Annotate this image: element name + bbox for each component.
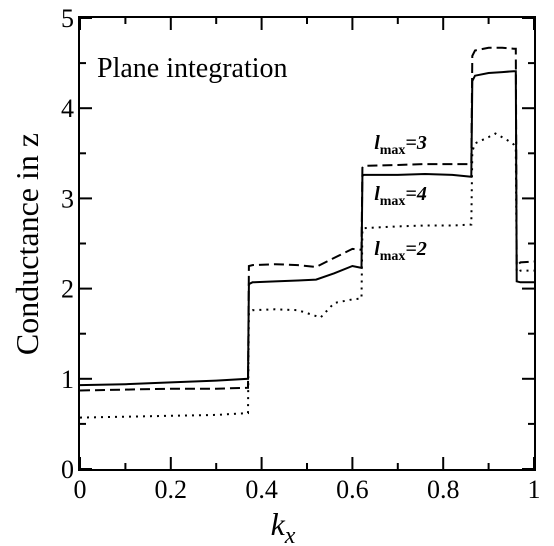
series-line-dashed (79, 46, 535, 392)
y-tick-label: 1 (61, 365, 74, 394)
y-tick-label: 2 (61, 275, 74, 304)
y-axis-label: Conductance in z (9, 133, 45, 355)
x-tick-label: 0.6 (336, 475, 369, 504)
x-axis-label-main: k (271, 506, 286, 542)
legend-text: Plane integration (97, 53, 288, 84)
series-group (79, 46, 535, 419)
y-tick-label: 5 (61, 4, 74, 33)
y-tick-label: 3 (61, 184, 74, 213)
annotations: lmax=3 lmax=4 lmax=2 (374, 132, 427, 264)
tick-labels: 0 0.2 0.4 0.6 0.8 1 0 1 2 3 4 5 (61, 4, 541, 504)
x-tick-label: 0.8 (427, 475, 460, 504)
axis-ticks (79, 17, 535, 470)
x-tick-label: 0 (74, 475, 87, 504)
series-line-solid (79, 70, 534, 387)
x-tick-label: 0.2 (155, 475, 188, 504)
y-tick-label: 0 (61, 455, 74, 484)
x-axis-label: kx (271, 506, 296, 546)
x-axis-label-sub: x (284, 523, 296, 546)
series-annotation: lmax=2 (374, 238, 427, 264)
series-annotation: lmax=3 (374, 132, 427, 158)
x-tick-label: 0.4 (245, 475, 278, 504)
x-tick-label: 1 (528, 475, 541, 504)
y-tick-label: 4 (61, 94, 74, 123)
plot-frame (78, 16, 536, 471)
series-annotation: lmax=4 (374, 183, 427, 209)
